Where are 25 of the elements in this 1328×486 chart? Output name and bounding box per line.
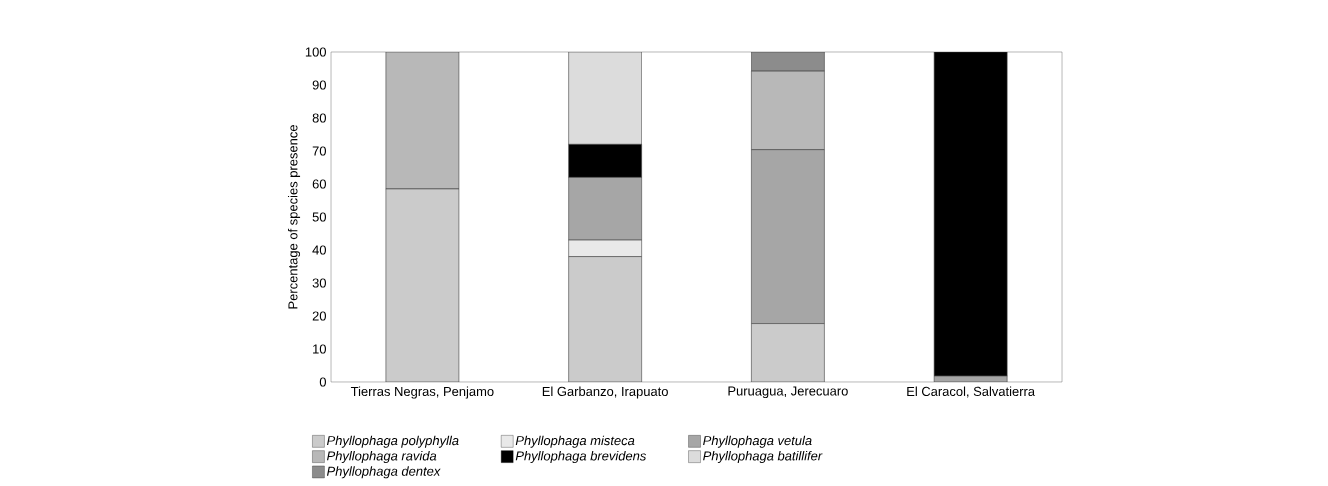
- legend-label: Phyllophaga misteca: [515, 435, 635, 448]
- y-tick-label: 30: [312, 278, 326, 288]
- y-tick-label: 50: [312, 212, 326, 222]
- x-tick-label: El Caracol, Salvatierra: [907, 386, 1036, 398]
- y-tick-label: 60: [312, 179, 326, 189]
- y-tick-label: 80: [312, 113, 326, 123]
- legend-label: Phyllophaga ravida: [326, 450, 437, 464]
- legend-label: Phyllophaga batillifer: [703, 450, 823, 464]
- legend-label: Phyllophaga brevidens: [515, 450, 647, 464]
- legend-label: Phyllophaga vetula: [703, 435, 812, 448]
- y-axis-title: Percentage of species presence: [287, 125, 301, 309]
- x-tick-label: El Garbanzo, Irapuato: [542, 386, 668, 399]
- y-tick-label: 40: [312, 245, 326, 255]
- bar: [385, 51, 460, 190]
- y-tick-label: 70: [312, 146, 326, 156]
- legend-label: Phyllophaga polyphylla: [326, 435, 459, 448]
- y-tick-label: 20: [312, 311, 326, 321]
- x-tick-label: Tierras Negras, Penjamo: [350, 386, 494, 399]
- y-tick-label: 90: [312, 80, 326, 90]
- x-tick-label: Puruagua, Jerecuaro: [728, 386, 848, 399]
- y-tick-label: 10: [313, 344, 326, 354]
- bar: [751, 70, 825, 150]
- y-tick-label: 100: [305, 47, 326, 57]
- y-tick-label: 0: [319, 377, 326, 387]
- legend-label: Phyllophaga dentex: [326, 466, 441, 479]
